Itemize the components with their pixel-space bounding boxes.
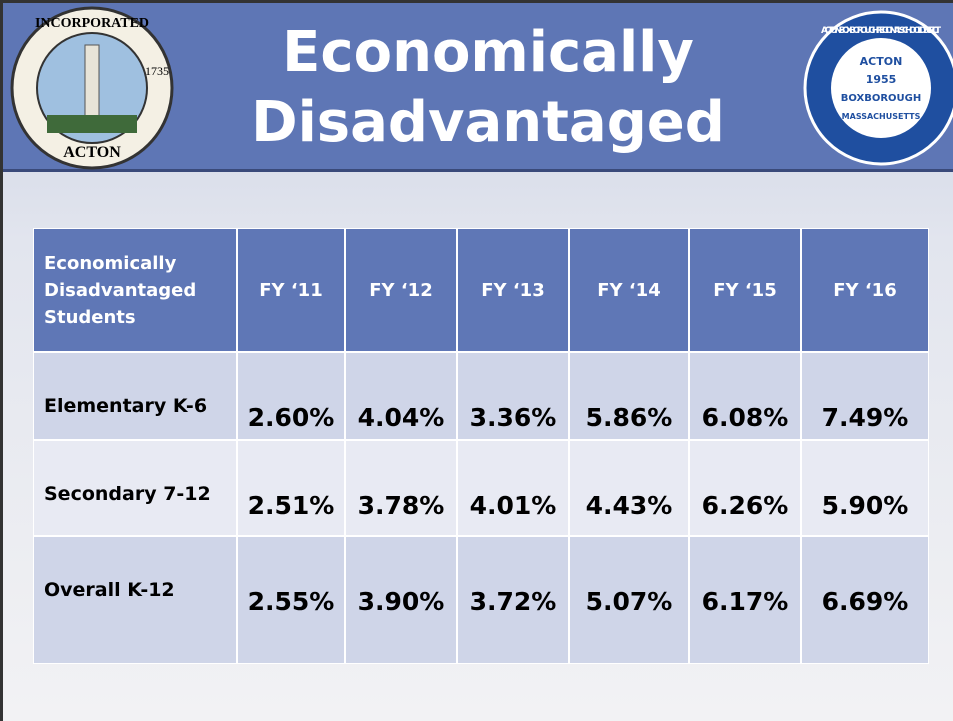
row-label: Secondary 7-12	[33, 440, 237, 536]
right-logo: ACTON-BOXBOROUGH REGIONAL SCHOOL DISTRIC…	[803, 10, 953, 166]
table-cell: 6.26%	[689, 440, 801, 536]
table-cell: 2.55%	[237, 536, 345, 664]
column-header: Economically Disadvantaged Students	[33, 228, 237, 352]
left-logo: INCORPORATED 1735 ACTON	[10, 6, 174, 170]
column-header: FY ‘14	[569, 228, 689, 352]
table-cell: 3.90%	[345, 536, 457, 664]
table-cell: 6.17%	[689, 536, 801, 664]
logo-text: 1955	[866, 73, 897, 86]
table-cell: 2.60%	[237, 352, 345, 440]
title-line: Disadvantaged	[251, 90, 725, 155]
row-label: Overall K-12	[33, 536, 237, 664]
table-cell: 6.08%	[689, 352, 801, 440]
header-band: Economically Disadvantaged INCORPORATED …	[3, 0, 953, 172]
logo-text: ACTON	[63, 144, 121, 161]
logo-text: ACTON-BOXBOROUGH REGIONAL SCHOOL DISTRIC…	[821, 26, 942, 36]
column-header: FY ‘13	[457, 228, 569, 352]
table-cell: 4.43%	[569, 440, 689, 536]
table-cell: 5.90%	[801, 440, 929, 536]
table-cell: 4.04%	[345, 352, 457, 440]
column-header: FY ‘11	[237, 228, 345, 352]
row-label: Elementary K-6	[33, 352, 237, 440]
table-cell: 3.72%	[457, 536, 569, 664]
table-cell: 3.78%	[345, 440, 457, 536]
column-header: FY ‘15	[689, 228, 801, 352]
table-cell: 4.01%	[457, 440, 569, 536]
table-cell: 3.36%	[457, 352, 569, 440]
logo-text: INCORPORATED	[35, 16, 149, 31]
logo-text: MASSACHUSETTS	[842, 112, 921, 121]
logo-text: ACTON	[860, 55, 903, 68]
logo-text: 1735	[145, 64, 169, 78]
table-cell: 2.51%	[237, 440, 345, 536]
table-cell: 6.69%	[801, 536, 929, 664]
table-cell: 5.07%	[569, 536, 689, 664]
title-line: Economically	[282, 20, 694, 85]
column-header: FY ‘16	[801, 228, 929, 352]
column-header: FY ‘12	[345, 228, 457, 352]
table-cell: 7.49%	[801, 352, 929, 440]
logo-text: BOXBOROUGH	[841, 93, 922, 104]
table-cell: 5.86%	[569, 352, 689, 440]
